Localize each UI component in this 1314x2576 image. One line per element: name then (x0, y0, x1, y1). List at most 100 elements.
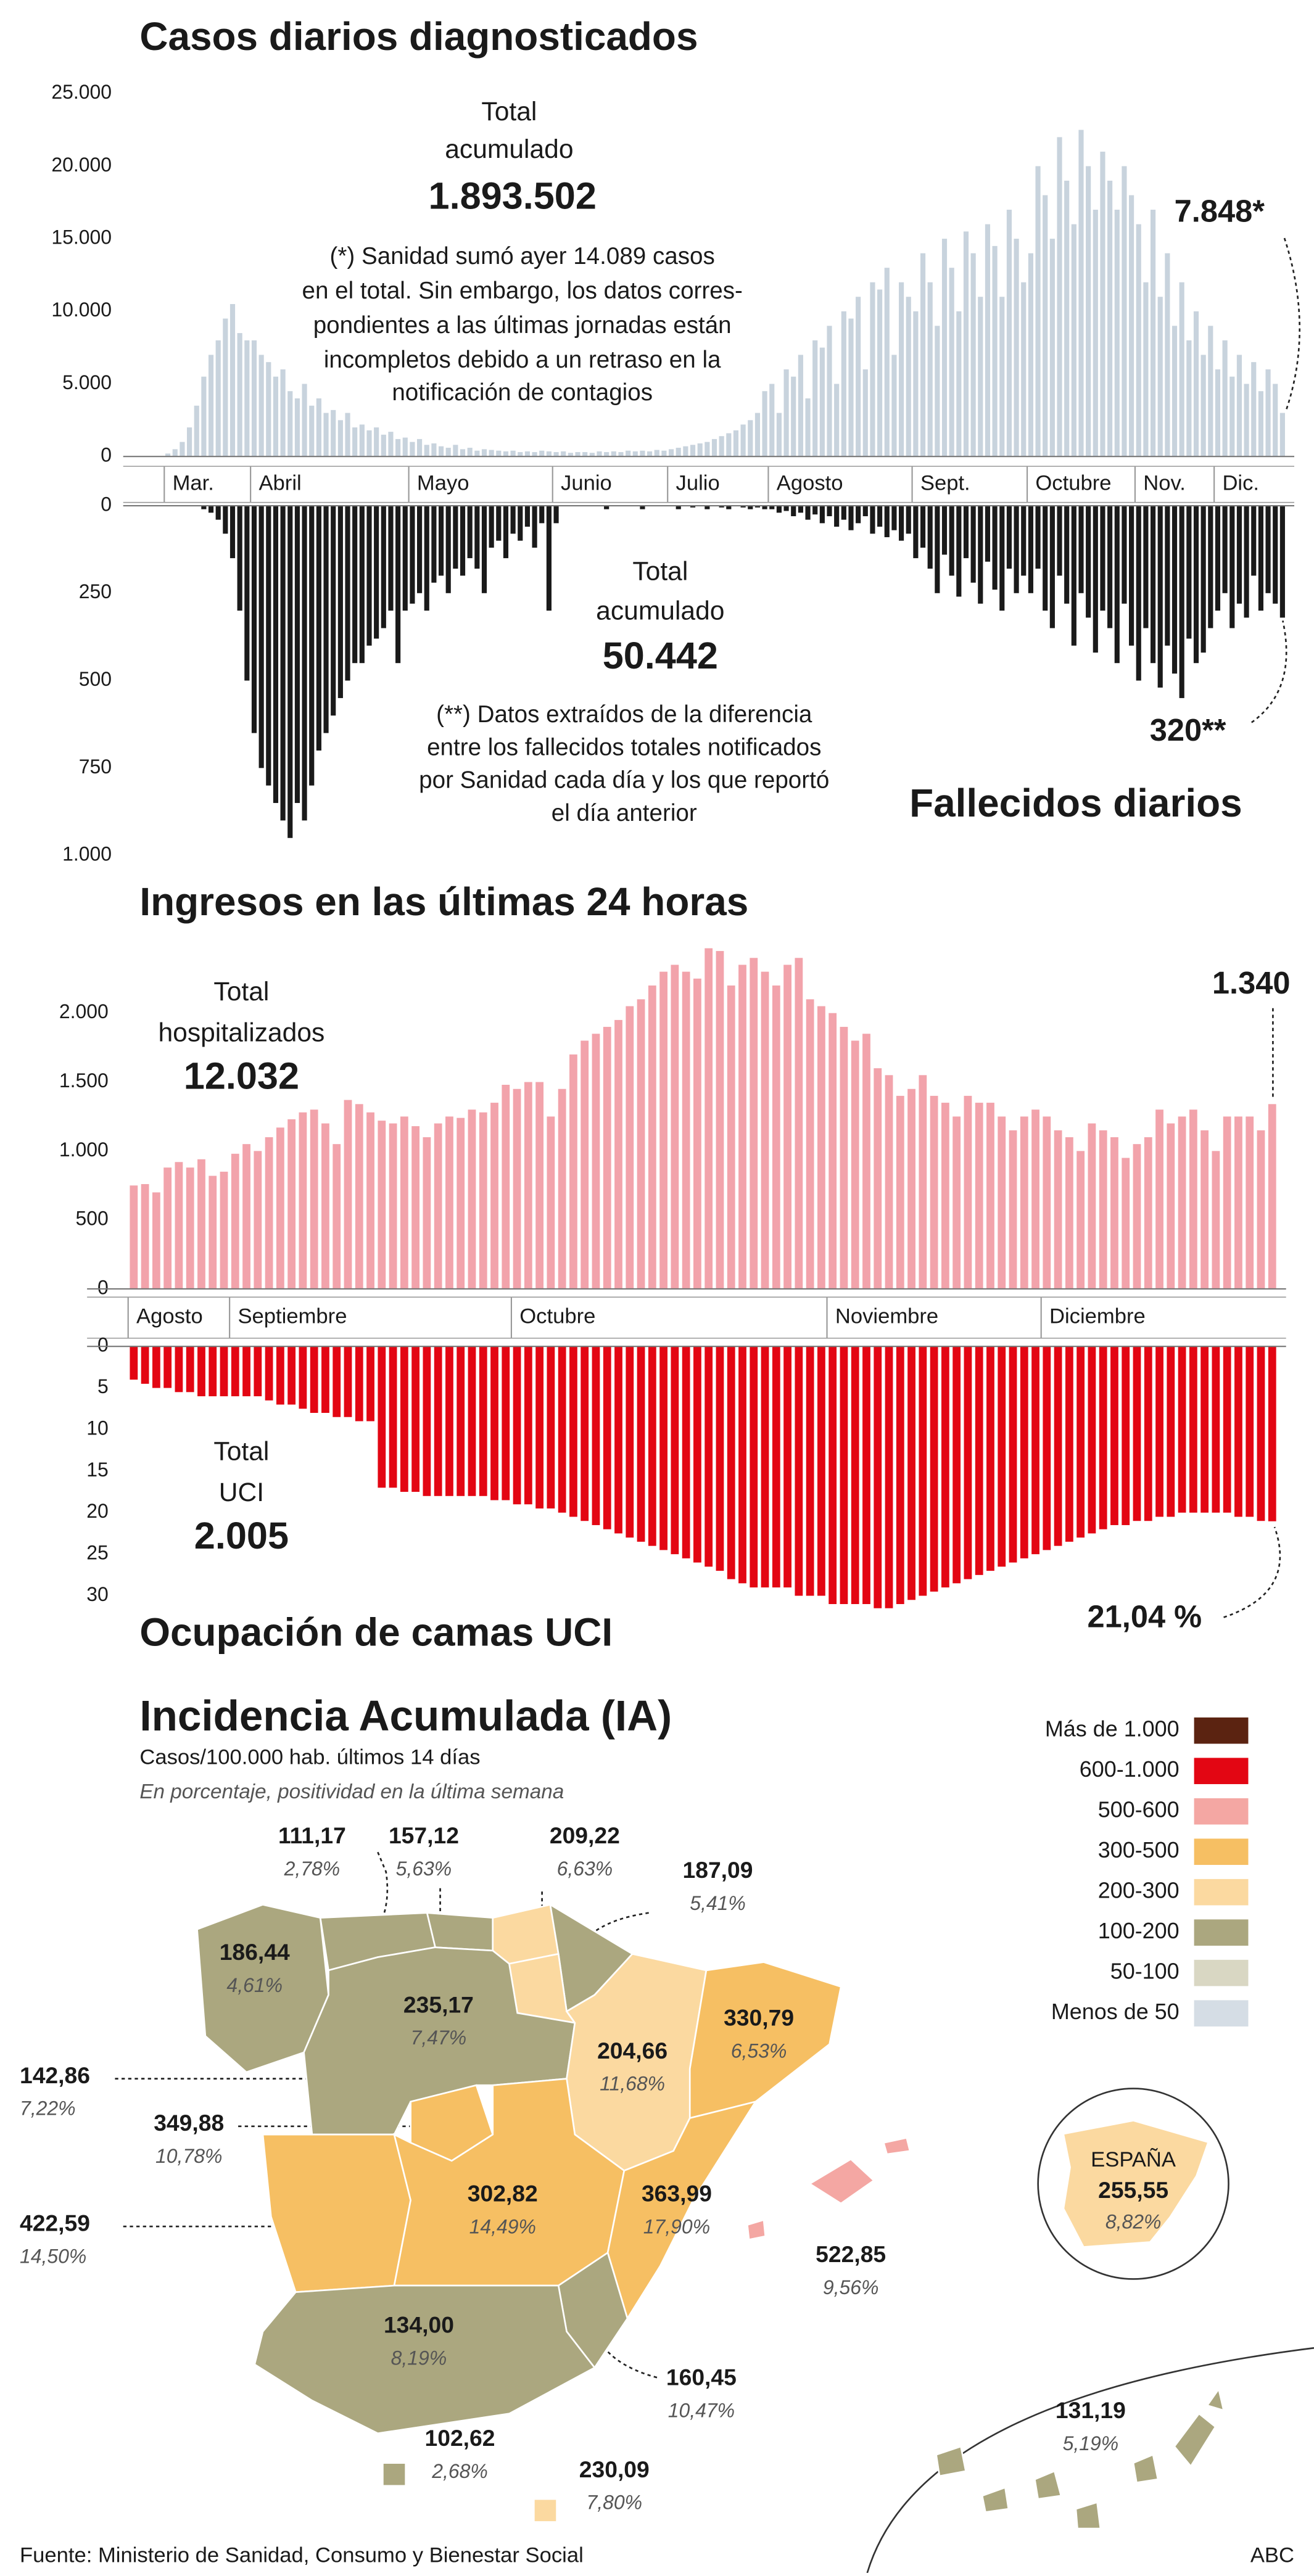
bar (1244, 506, 1249, 618)
bar (683, 446, 688, 457)
bar (513, 1088, 521, 1289)
bar (423, 1137, 431, 1289)
y-tick-label: 25 (86, 1542, 109, 1564)
bar (481, 449, 487, 457)
y-tick-label: 500 (79, 668, 112, 690)
bar (310, 1346, 318, 1414)
bar (1157, 506, 1163, 688)
y-tick-label: 2.000 (59, 1000, 109, 1023)
bar (659, 971, 667, 1289)
bar (603, 1346, 611, 1529)
region-positivity: 5,63% (396, 1858, 452, 1880)
bar (553, 452, 559, 457)
bar (273, 506, 279, 804)
bar (568, 453, 573, 457)
bar (998, 1346, 1006, 1567)
bar (172, 449, 178, 457)
bar (1035, 166, 1041, 457)
bar (1200, 1130, 1209, 1289)
bar (1133, 1346, 1141, 1521)
bar (445, 1116, 453, 1289)
region-positivity: 6,63% (557, 1858, 613, 1880)
bar (546, 451, 552, 457)
annotation: 21,04 % (1088, 1599, 1202, 1634)
bar (795, 958, 803, 1289)
y-tick-label: 0 (97, 1276, 109, 1298)
bar (690, 506, 696, 508)
bar (769, 384, 775, 457)
bar (884, 506, 890, 538)
bar (388, 432, 394, 457)
bar (978, 506, 983, 604)
bar (1178, 1346, 1186, 1513)
legend-label: 50-100 (1110, 1959, 1180, 1984)
bar (1043, 195, 1048, 457)
chart-title: Ingresos en las últimas 24 horas (139, 879, 748, 924)
bar (381, 506, 386, 628)
bar (1076, 1151, 1085, 1289)
bar (870, 506, 875, 534)
bar (819, 347, 825, 457)
bar (194, 405, 199, 457)
y-tick-label: 250 (79, 580, 112, 603)
bar (834, 506, 840, 527)
y-tick-label: 20.000 (51, 154, 112, 176)
bar (1065, 1346, 1073, 1542)
bar (374, 506, 379, 639)
bar (1251, 362, 1257, 457)
bar (978, 297, 983, 457)
region (262, 2133, 412, 2294)
bar (975, 1103, 983, 1289)
bar (201, 376, 207, 457)
region (746, 2136, 911, 2241)
note: entre los fallecidos totales notificados (427, 734, 821, 760)
region-value: 102,62 (425, 2425, 495, 2451)
bar (1212, 1151, 1220, 1289)
y-tick-label: 5 (97, 1375, 109, 1397)
bar (885, 1075, 893, 1289)
y-tick-label: 500 (75, 1208, 108, 1230)
bar (1200, 1346, 1209, 1513)
bar (648, 1346, 656, 1546)
bar (1265, 369, 1271, 457)
bar (727, 985, 735, 1289)
region-positivity: 14,49% (469, 2215, 536, 2237)
bar (1144, 1137, 1152, 1289)
bar (186, 427, 192, 457)
bar (626, 1346, 634, 1538)
bar (705, 506, 710, 509)
bar (1258, 506, 1263, 611)
bar (761, 971, 769, 1289)
bar (561, 451, 566, 457)
region-value: 187,09 (683, 1857, 753, 1883)
bar (445, 448, 451, 457)
bar (1186, 340, 1192, 457)
bar (266, 506, 271, 786)
bar (553, 506, 559, 524)
bar (791, 376, 796, 457)
bar (1244, 384, 1249, 457)
bar (963, 231, 969, 457)
bar (856, 506, 861, 524)
arrow (1283, 237, 1300, 411)
bar (423, 1346, 431, 1496)
month-label: Dic. (1222, 472, 1259, 495)
bar (130, 1185, 138, 1289)
note: pondientes a las últimas jornadas están (313, 312, 732, 339)
bar (1021, 282, 1027, 457)
bar (1136, 506, 1141, 681)
bar (719, 436, 724, 457)
bar (898, 282, 904, 457)
bar (1031, 1109, 1039, 1289)
note: el día anterior (552, 800, 697, 826)
bar (355, 1346, 363, 1422)
bar (877, 289, 883, 457)
bar (265, 1137, 273, 1289)
bar (927, 282, 933, 457)
region-value: 363,99 (642, 2180, 712, 2206)
bar (395, 438, 401, 457)
bar (1028, 253, 1033, 457)
bar (581, 1040, 589, 1289)
bar (1143, 506, 1149, 628)
bar (251, 340, 257, 457)
